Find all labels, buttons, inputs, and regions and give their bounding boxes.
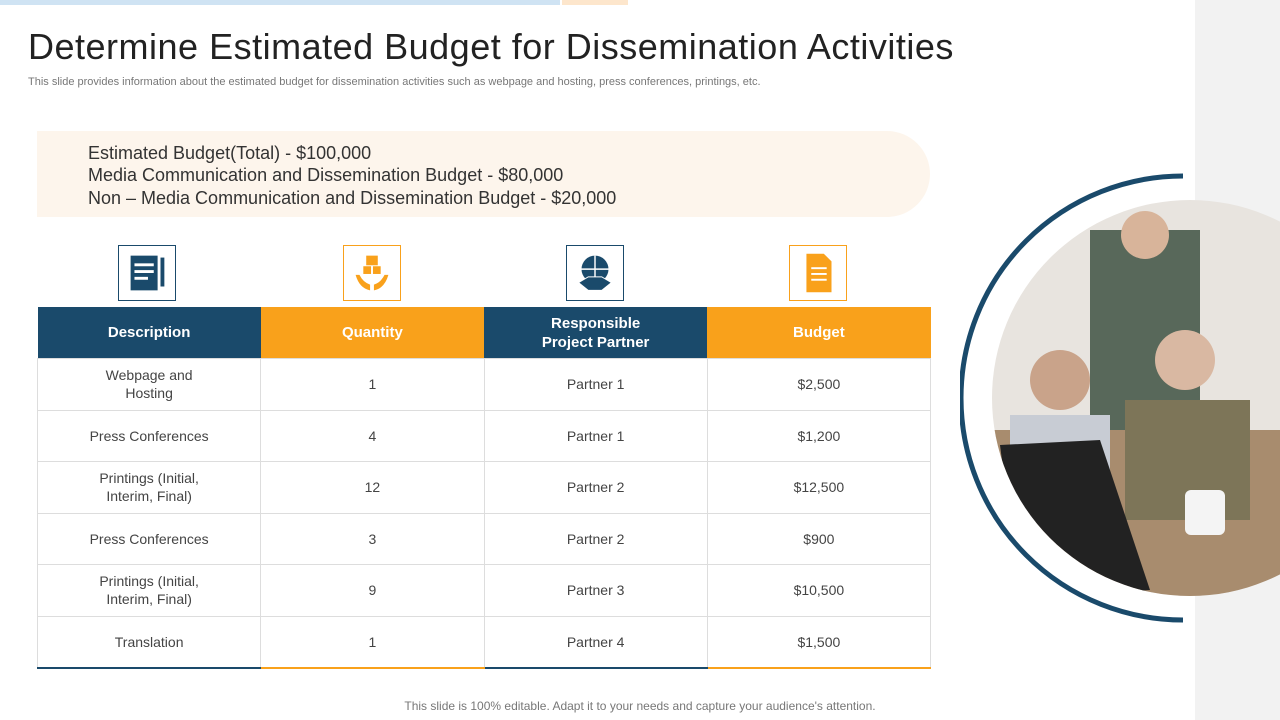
table-cell: $1,200 (706, 409, 932, 462)
column-header: Quantity (260, 307, 484, 359)
table-cell: Partner 4 (483, 615, 708, 669)
table-row: Printings (Initial, Interim, Final) 12 Par… (36, 461, 932, 514)
table-cell: 12 (260, 461, 485, 514)
table-row: Press Conferences 3 Partner 2 $900 (36, 512, 932, 565)
table-cell: 3 (260, 512, 485, 565)
summary-line: Non – Media Communication and Disseminat… (88, 188, 617, 208)
top-bar (562, 0, 628, 5)
table-cell: 4 (260, 409, 485, 462)
subtitle: This slide provides information about th… (28, 76, 761, 88)
summary-line: Media Communication and Dissemination Bu… (88, 165, 564, 185)
icon-document (789, 245, 847, 301)
table-row: Printings (Initial, Interim, Final) 9 Part… (36, 564, 932, 617)
icon-clipboard (118, 245, 176, 301)
table-cell: Partner 3 (483, 564, 708, 617)
icon-globe (566, 245, 624, 301)
column-header: Responsible Project Partner (484, 307, 708, 359)
column-header: Description (37, 307, 261, 359)
table-cell: 1 (260, 358, 485, 411)
table-row: Press Conferences 4 Partner 1 $1,200 (36, 409, 932, 462)
table-cell: 9 (260, 564, 485, 617)
column-header: Budget (707, 307, 931, 359)
table-cell: Press Conferences (36, 409, 262, 462)
table-cell: Printings (Initial, Interim, Final) (36, 564, 262, 617)
footer-note: This slide is 100% editable. Adapt it to… (404, 699, 876, 713)
table-cell: Partner 2 (483, 512, 708, 565)
table-cell: 1 (260, 615, 485, 669)
table-cell: $900 (706, 512, 932, 565)
table-row: Translation 1 Partner 4 $1,500 (36, 615, 932, 669)
table-cell: $1,500 (706, 615, 932, 669)
table-cell: Partner 1 (483, 358, 708, 411)
summary-box: Estimated Budget(Total) - $100,000 Media… (37, 131, 930, 217)
table-cell: Partner 1 (483, 409, 708, 462)
summary-line: Estimated Budget(Total) - $100,000 (88, 143, 372, 163)
table-cell: $10,500 (706, 564, 932, 617)
table-cell: Press Conferences (36, 512, 262, 565)
table-cell: Webpage and Hosting (36, 358, 262, 411)
budget-table: Description Quantity Responsible Project P… (36, 307, 932, 669)
table-row: Webpage and Hosting 1 Partner 1 $2,500 (36, 358, 932, 411)
table-cell: Translation (36, 615, 262, 669)
photo-area (960, 173, 1280, 623)
top-bar (0, 0, 560, 5)
title: Determine Estimated Budget for Dissemina… (28, 26, 954, 67)
table-cell: $12,500 (706, 461, 932, 514)
table-cell: $2,500 (706, 358, 932, 411)
table-cell: Printings (Initial, Interim, Final) (36, 461, 262, 514)
icon-hands (343, 245, 401, 301)
table-cell: Partner 2 (483, 461, 708, 514)
